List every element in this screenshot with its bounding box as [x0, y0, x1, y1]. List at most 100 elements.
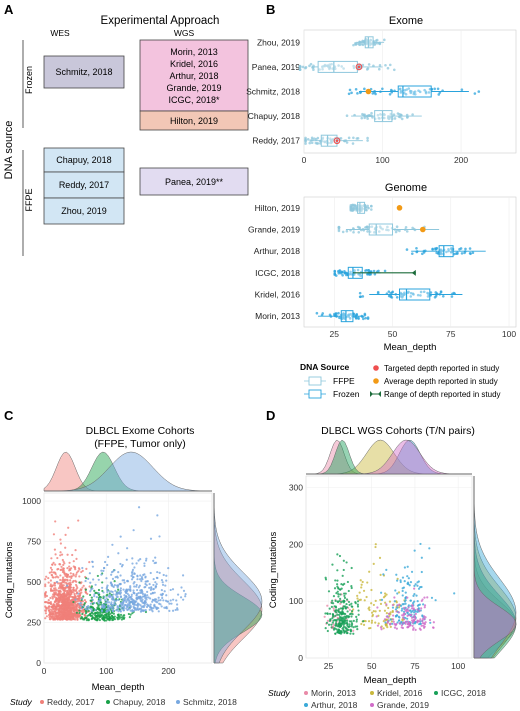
data-point: [404, 620, 407, 623]
data-point: [397, 611, 401, 614]
data-point: [404, 591, 407, 594]
data-point: [59, 574, 62, 577]
data-point: [428, 547, 431, 550]
data-point: [337, 595, 340, 598]
data-point: [119, 595, 123, 598]
data-point: [339, 597, 342, 600]
data-point: [97, 578, 100, 581]
data-point: [334, 632, 337, 635]
data-point: [419, 628, 422, 631]
data-point: [80, 581, 83, 584]
data-point: [113, 580, 116, 583]
x-tick-label: 200: [161, 666, 175, 676]
data-point: [353, 203, 356, 207]
data-point: [54, 573, 57, 576]
data-point: [345, 598, 349, 601]
data-point: [431, 247, 434, 251]
data-point: [394, 589, 397, 592]
data-point: [423, 617, 426, 620]
data-point: [354, 625, 357, 628]
data-point: [423, 622, 426, 625]
data-point: [342, 607, 345, 610]
data-point: [56, 612, 59, 615]
data-point: [353, 269, 356, 272]
data-point: [143, 564, 146, 568]
data-point: [126, 605, 129, 608]
data-point: [343, 594, 346, 598]
data-point: [116, 586, 119, 589]
data-point: [83, 618, 86, 621]
panel-c-legend-title: Study: [10, 697, 32, 707]
data-point: [423, 604, 427, 607]
data-point: [360, 116, 364, 120]
data-point: [362, 623, 366, 626]
data-point: [345, 114, 349, 118]
data-point: [400, 626, 403, 629]
data-point: [65, 575, 69, 578]
data-point: [64, 613, 67, 617]
data-point: [161, 596, 164, 600]
data-point: [392, 113, 396, 117]
data-point: [355, 615, 358, 618]
data-point: [119, 613, 123, 616]
col-label-wgs: WGS: [174, 28, 195, 38]
data-point: [119, 562, 122, 566]
data-point: [66, 567, 69, 570]
data-point: [133, 566, 136, 569]
data-point: [116, 575, 119, 578]
data-point: [412, 608, 415, 611]
data-point: [80, 570, 83, 574]
data-point: [380, 591, 383, 594]
data-point: [65, 584, 69, 587]
data-point: [116, 592, 119, 595]
data-point: [121, 604, 124, 607]
data-point: [404, 92, 408, 96]
data-point: [406, 617, 409, 620]
data-point: [360, 583, 363, 586]
data-point: [385, 228, 388, 232]
data-point: [345, 229, 349, 233]
data-point: [352, 629, 355, 632]
data-point: [336, 618, 339, 621]
data-point: [365, 208, 368, 212]
data-point: [339, 593, 342, 596]
data-point: [106, 590, 109, 594]
data-point: [52, 604, 55, 607]
data-point: [347, 136, 351, 140]
data-point: [167, 566, 170, 570]
data-point: [341, 230, 345, 234]
data-point: [339, 623, 342, 626]
data-point: [392, 68, 396, 72]
data-point: [308, 141, 312, 145]
data-point: [464, 247, 467, 251]
data-point: [402, 610, 406, 613]
data-point: [413, 90, 417, 93]
data-point: [105, 577, 108, 580]
data-point: [113, 615, 116, 618]
data-point: [387, 612, 391, 615]
data-point: [103, 566, 106, 570]
box: [357, 201, 366, 214]
data-point: [380, 598, 384, 601]
data-point: [333, 619, 336, 622]
data-point: [369, 38, 372, 42]
data-point: [378, 63, 382, 67]
data-point: [155, 576, 159, 579]
data-point: [58, 590, 61, 593]
data-point: [87, 609, 90, 612]
data-point: [416, 610, 419, 614]
data-point: [391, 606, 395, 609]
data-point: [404, 226, 408, 229]
data-point: [418, 609, 421, 612]
data-point: [387, 606, 390, 610]
data-point: [145, 584, 148, 587]
data-point: [371, 92, 375, 95]
data-point: [60, 605, 63, 608]
data-point: [349, 270, 352, 274]
data-point: [45, 594, 49, 598]
data-point: [334, 605, 337, 608]
data-point: [152, 606, 155, 610]
data-point: [119, 574, 122, 577]
box: [397, 85, 432, 98]
x-tick-label: 100: [99, 666, 113, 676]
